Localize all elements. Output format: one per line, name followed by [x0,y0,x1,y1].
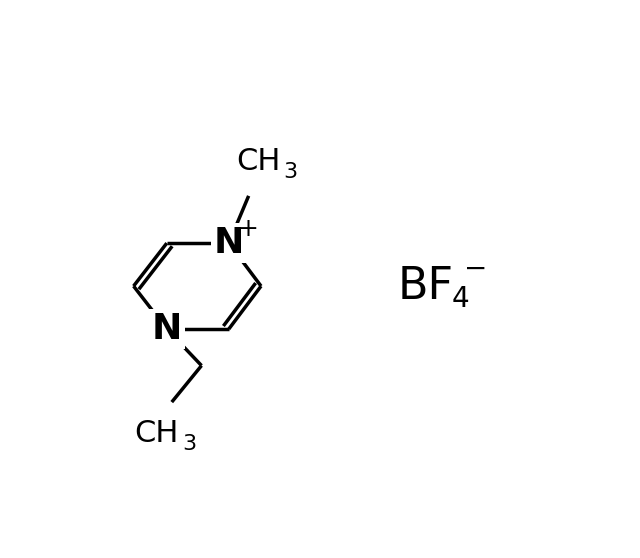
Text: N: N [214,226,244,260]
Text: 3: 3 [182,434,196,454]
Text: 3: 3 [284,162,298,182]
Text: +: + [237,218,258,242]
Text: CH: CH [236,147,281,176]
Text: −: − [465,255,488,283]
Text: CH: CH [134,418,179,448]
Text: BF: BF [397,264,454,307]
Text: 4: 4 [452,285,470,313]
Text: N: N [152,312,182,346]
